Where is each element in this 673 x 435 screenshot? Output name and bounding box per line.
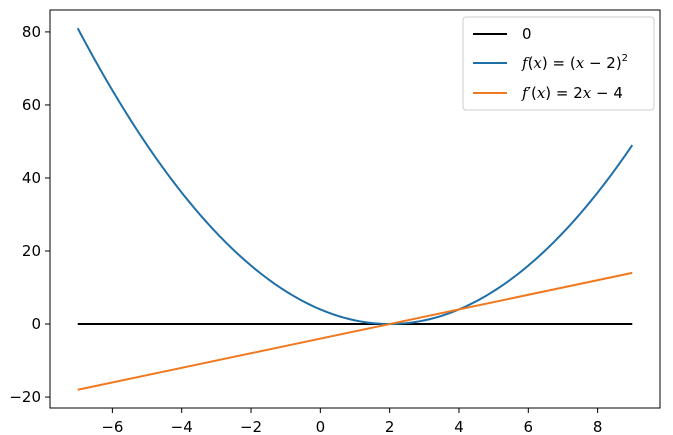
y-tick-label: 80 xyxy=(22,23,41,41)
y-tick-label: −20 xyxy=(9,388,41,406)
x-tick-label: −2 xyxy=(240,418,262,435)
x-tick-label: −6 xyxy=(101,418,123,435)
legend-label-zero: 0 xyxy=(522,25,532,43)
axes-frame xyxy=(49,9,661,409)
x-axis-ticks: −6 −4 −2 0 2 4 6 8 xyxy=(101,408,602,435)
series-line-fprime xyxy=(77,271,633,391)
y-tick-label: 60 xyxy=(22,96,41,114)
y-tick-label: 40 xyxy=(22,169,41,187)
series-line-f xyxy=(76,27,634,326)
x-tick-label: 8 xyxy=(593,418,603,435)
x-tick-label: 2 xyxy=(385,418,395,435)
x-tick-label: −4 xyxy=(171,418,193,435)
series-layer xyxy=(76,27,634,391)
legend-label-fprime: f′(x) = 2x − 4 xyxy=(521,84,623,102)
legend-label-f: f(x) = (x − 2)2 xyxy=(521,53,628,72)
y-tick-label: 20 xyxy=(22,242,41,260)
legend: 0 f(x) = (x − 2)2 f′(x) = 2x − 4 xyxy=(462,16,655,111)
y-axis-ticks: −20 0 20 40 60 80 xyxy=(9,23,50,406)
legend-box xyxy=(462,16,655,111)
x-tick-label: 0 xyxy=(316,418,326,435)
y-tick-label: 0 xyxy=(31,315,41,333)
x-tick-label: 6 xyxy=(524,418,534,435)
x-tick-label: 4 xyxy=(454,418,464,435)
